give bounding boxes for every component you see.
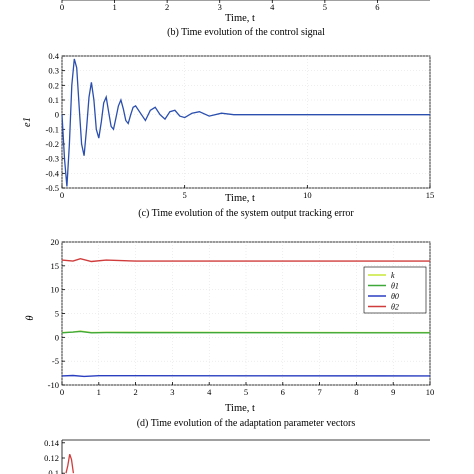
- panel-b-xtick-label: 3: [218, 2, 222, 12]
- panel-d-xtick-label: 4: [207, 387, 212, 397]
- panel-e-series-line: [65, 453, 75, 474]
- panel-d-ytick-label: 20: [51, 237, 60, 247]
- panel-d-xtick-label: 5: [244, 387, 248, 397]
- panel-b-xlabel: Time, t: [225, 13, 255, 24]
- panel-c-ytick-label: 0.2: [48, 80, 59, 90]
- panel-d-ytick-label: -5: [52, 356, 59, 366]
- panel-c-caption: (c) Time evolution of the system output …: [138, 208, 354, 219]
- panel-d-ylabel: θ: [25, 315, 36, 320]
- panel-d-series-line-2: [61, 374, 431, 378]
- panel-d-xtick-label: 2: [133, 387, 137, 397]
- panel-d-xtick-label: 10: [426, 387, 435, 397]
- panel-d-ytick-label: 15: [51, 261, 60, 271]
- panel-c-ylabel: e1: [22, 117, 33, 127]
- panel-c-xlabel: Time, t: [225, 193, 255, 204]
- panel-c: 0 5 10 15 0.4 0.3 0.2 0.1 0 -0.1 -0.2 -0.3 -0.4 -0.5…: [22, 51, 434, 219]
- panel-c-ytick-label: 0.1: [48, 95, 59, 105]
- panel-d-xtick-label: 7: [317, 387, 321, 397]
- panel-d-xtick-label: 3: [170, 387, 174, 397]
- panel-d-series-line-3: [61, 257, 430, 263]
- panel-b-xtick-label: 4: [270, 2, 275, 12]
- panel-b-xtick-label: 0: [60, 2, 64, 12]
- panel-c-ytick-label: -0.2: [46, 139, 59, 149]
- panel-d-xtick-label: 8: [354, 387, 358, 397]
- panel-b-xtick-label: 2: [165, 2, 169, 12]
- panel-d-ytick-label: 0: [55, 332, 59, 342]
- panel-c-xtick-label: 5: [183, 190, 187, 200]
- e1-series-line: [61, 58, 430, 187]
- panel-d-caption: (d) Time evolution of the adaptation par…: [137, 418, 356, 429]
- panel-e-ytick-label: 0.1: [48, 468, 59, 474]
- panel-c-ytick-label: -0.5: [46, 183, 59, 193]
- legend-label: θ1: [391, 282, 399, 291]
- panel-d-series-line-1: [61, 330, 431, 334]
- panel-c-frame: [61, 55, 431, 189]
- panel-b-caption: (b) Time evolution of the control signal: [167, 27, 325, 38]
- panel-e-ytick-label: 0.12: [44, 453, 59, 463]
- panel-c-ytick-label: -0.4: [46, 168, 60, 178]
- panel-d-xtick-label: 1: [97, 387, 101, 397]
- panel-b-xtick-label: 5: [323, 2, 327, 12]
- panel-d-ytick-label: 5: [55, 309, 59, 319]
- legend-label: θ0: [391, 292, 399, 301]
- panel-c-ytick-label: -0.1: [46, 124, 59, 134]
- panel-d-xtick-label: 0: [60, 387, 64, 397]
- legend-label: k: [391, 271, 395, 280]
- panel-b: 0 1 2 3 4 5 6 Time, t (b) Time evolution of th…: [60, 0, 430, 38]
- panel-c-ytick-label: 0.3: [48, 66, 59, 76]
- panel-d-xtick-label: 9: [391, 387, 395, 397]
- panel-c-xtick-label: 0: [60, 190, 64, 200]
- panel-e-ytick-label: 0.14: [44, 438, 60, 448]
- panel-e: 0.14 0.12 0.1: [44, 438, 430, 474]
- panel-d-ytick-label: -10: [48, 380, 59, 390]
- legend-label: θ2: [391, 303, 399, 312]
- panel-c-ytick-label: 0.4: [48, 51, 59, 61]
- panel-d-xtick-label: 6: [281, 387, 285, 397]
- panel-c-ytick-label: -0.3: [46, 154, 59, 164]
- panel-d-xlabel: Time, t: [225, 403, 255, 414]
- panel-c-xtick-label: 15: [426, 190, 435, 200]
- panel-b-xtick-label: 6: [375, 2, 379, 12]
- panel-d-ytick-label: 10: [51, 285, 60, 295]
- panel-c-ytick-label: 0: [55, 110, 59, 120]
- panel-c-xtick-label: 10: [303, 190, 312, 200]
- panel-b-xtick-label: 1: [112, 2, 116, 12]
